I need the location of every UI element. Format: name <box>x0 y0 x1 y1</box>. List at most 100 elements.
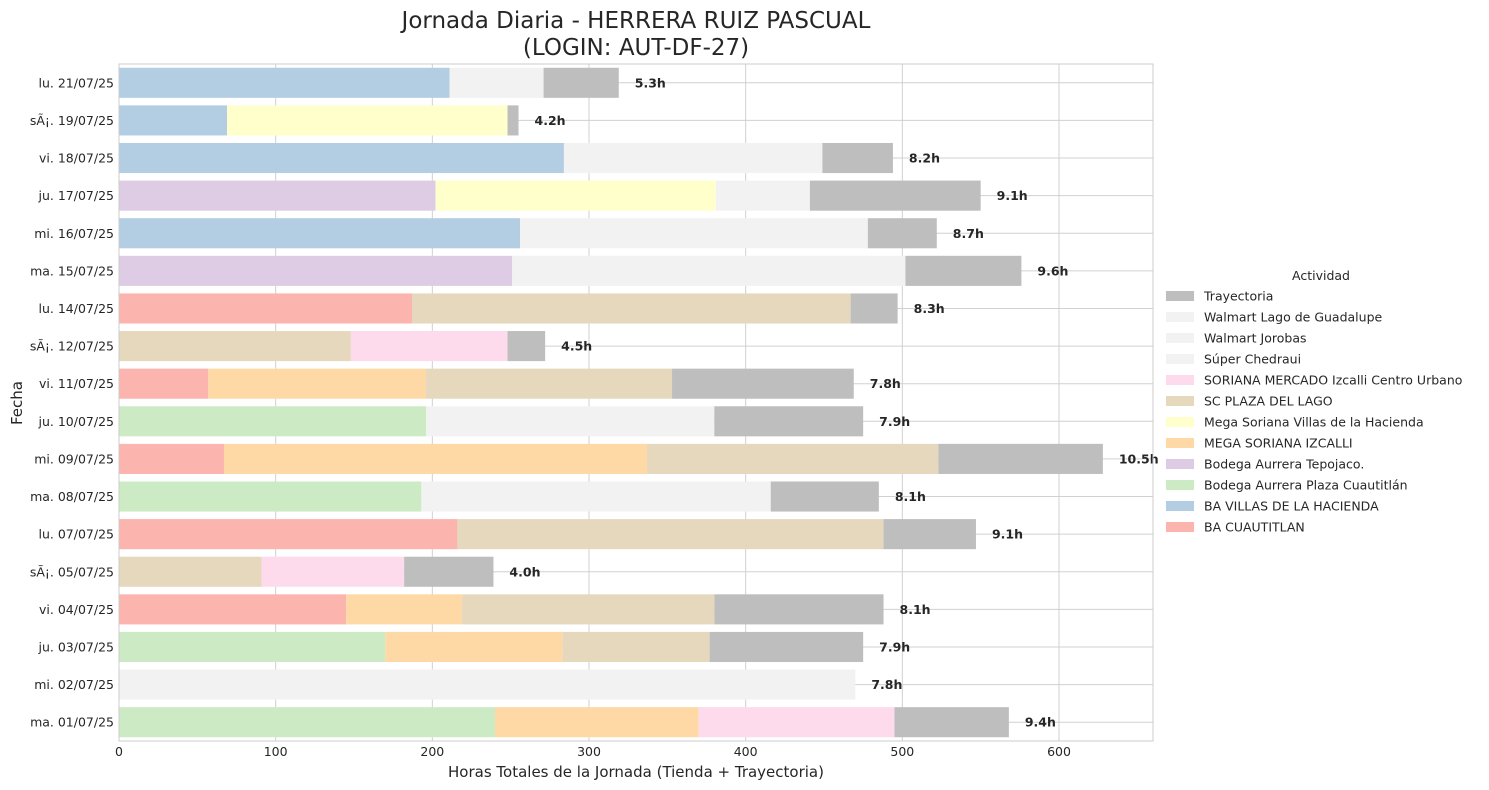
legend-entry-label: SC PLAZA DEL LAGO <box>1204 394 1333 409</box>
legend-entry-label: Walmart Lago de Guadalupe <box>1204 310 1383 325</box>
bar-segment <box>426 406 715 437</box>
legend-swatch <box>1166 291 1194 301</box>
bar-segment <box>119 556 262 587</box>
bar-total-label: 4.2h <box>535 113 566 128</box>
bar-segment <box>119 519 458 550</box>
legend-entry-label: BA VILLAS DE LA HACIENDA <box>1204 499 1379 514</box>
bar-segment <box>462 594 715 625</box>
y-axis-label: Fecha <box>8 381 26 425</box>
bar-segment <box>119 631 386 663</box>
legend-swatch <box>1166 438 1194 448</box>
legend-swatch <box>1166 354 1194 364</box>
bar-total-label: 7.9h <box>879 639 910 654</box>
x-axis-ticks: 0 100 200 300 400 500 600 <box>115 744 1071 759</box>
y-tick-label: ma. 08/07/25 <box>30 489 114 504</box>
legend-entry-label: Bodega Aurrera Plaza Cuautitlán <box>1204 478 1408 493</box>
y-tick-label: mi. 16/07/25 <box>34 226 114 241</box>
bar-segment <box>119 105 228 136</box>
chart-title-line2: (LOGIN: AUT-DF-27) <box>523 35 749 61</box>
bar-segment <box>119 669 856 700</box>
bar-segment <box>350 331 508 362</box>
bar-total-label: 8.3h <box>914 301 945 316</box>
bar-segment <box>346 594 463 625</box>
legend-swatch <box>1166 459 1194 469</box>
bar-segment <box>709 631 864 663</box>
y-tick-label: ma. 01/07/25 <box>30 715 114 730</box>
bar-segment <box>809 180 981 211</box>
bar-total-label: 8.7h <box>953 226 984 241</box>
legend-swatch <box>1166 333 1194 343</box>
bar-segment <box>563 142 823 174</box>
bar-total-label: 4.5h <box>561 339 592 354</box>
x-tick-label: 500 <box>890 744 914 759</box>
bar-total-label: 9.1h <box>997 188 1028 203</box>
bar-segment <box>119 67 450 98</box>
bar-segment <box>905 255 1022 286</box>
bar-segment <box>119 331 351 362</box>
bar-segment <box>512 255 906 286</box>
y-tick-label: ju. 03/07/25 <box>38 639 114 654</box>
bar-segment <box>457 519 884 550</box>
x-tick-label: 400 <box>734 744 758 759</box>
bar-segment <box>822 142 893 174</box>
x-tick-label: 0 <box>115 744 123 759</box>
bar-segment <box>715 180 810 211</box>
y-tick-label: sÃ¡. 12/07/25 <box>30 339 114 354</box>
bar-segment <box>223 443 647 474</box>
bar-segment <box>227 105 508 136</box>
bar-segment <box>850 293 898 324</box>
legend-swatch <box>1166 375 1194 385</box>
legend-entry-label: Bodega Aurrera Tepojaco. <box>1204 457 1364 472</box>
y-axis-ticks: lu. 21/07/25 sÃ¡. 19/07/25 vi. 18/07/25 ju.… <box>30 75 114 729</box>
y-tick-label: mi. 09/07/25 <box>34 451 114 466</box>
x-tick-label: 600 <box>1047 744 1071 759</box>
legend-swatch <box>1166 417 1194 427</box>
legend-entry-label: Mega Soriana Villas de la Hacienda <box>1204 415 1424 430</box>
bar-segment <box>507 105 519 136</box>
bar-segment <box>867 218 937 249</box>
bar-segment <box>770 481 879 512</box>
bar-segment <box>119 218 521 249</box>
bar-segment <box>646 443 939 474</box>
y-tick-label: lu. 21/07/25 <box>39 75 114 90</box>
total-labels: 5.3h 4.2h 8.2h 9.1h 8.7h 9.6h 8.3h 4.5h 7.8h 7.9h… <box>509 75 1158 729</box>
legend-swatch <box>1166 480 1194 490</box>
bar-segment <box>119 481 422 512</box>
y-tick-label: sÃ¡. 19/07/25 <box>30 113 114 128</box>
x-tick-label: 200 <box>420 744 444 759</box>
legend-entry-label: Walmart Jorobas <box>1204 331 1307 346</box>
plot-area <box>119 64 1153 741</box>
bar-segment <box>714 406 864 437</box>
legend-swatch <box>1166 501 1194 511</box>
legend-swatch <box>1166 312 1194 322</box>
bar-total-label: 5.3h <box>635 75 666 90</box>
legend-entry-label: MEGA SORIANA IZCALLI <box>1204 436 1353 451</box>
bar-segment <box>426 368 673 399</box>
bar-segment <box>421 481 771 512</box>
bar-segment <box>385 631 563 663</box>
x-axis-label: Horas Totales de la Jornada (Tienda + Tr… <box>448 763 824 781</box>
legend-entry-label: BA CUAUTITLAN <box>1204 520 1305 535</box>
bars <box>119 67 1103 738</box>
bar-segment <box>938 443 1103 474</box>
bar-segment <box>543 67 619 98</box>
bar-total-label: 7.8h <box>870 376 901 391</box>
bar-segment <box>449 67 544 98</box>
y-tick-label: vi. 11/07/25 <box>39 376 114 391</box>
x-tick-label: 100 <box>264 744 288 759</box>
bar-total-label: 4.0h <box>509 564 540 579</box>
chart-title-line1: Jornada Diaria - HERRERA RUIZ PASCUAL <box>400 8 871 34</box>
legend-swatch <box>1166 522 1194 532</box>
bar-segment <box>261 556 405 587</box>
bar-segment <box>119 180 436 211</box>
bar-segment <box>119 293 412 324</box>
y-tick-label: lu. 14/07/25 <box>39 301 114 316</box>
legend-entry-label: SORIANA MERCADO Izcalli Centro Urbano <box>1204 373 1462 388</box>
bar-total-label: 9.6h <box>1037 263 1068 278</box>
bar-segment <box>119 368 209 399</box>
bar-total-label: 8.1h <box>900 602 931 617</box>
plot-frame <box>118 63 1154 742</box>
y-tick-label: sÃ¡. 05/07/25 <box>30 564 114 579</box>
bar-total-label: 7.8h <box>871 677 902 692</box>
